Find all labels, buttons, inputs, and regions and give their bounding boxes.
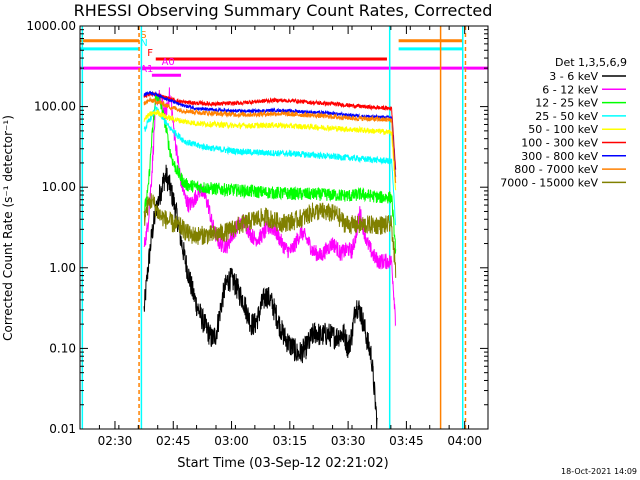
x-tick-label: 03:30 [331, 434, 366, 448]
y-tick-label: 0.01 [49, 422, 76, 436]
x-tick-label: 03:15 [273, 434, 308, 448]
y-axis-ticks: 1000.00 100.00 10.00 1.00 0.10 0.01 [26, 19, 488, 436]
series-line [143, 90, 397, 170]
legend-label: 300 - 800 keV [521, 150, 598, 163]
legend-label: 800 - 7000 keV [514, 163, 598, 176]
x-tick-label: 03:45 [389, 434, 424, 448]
flag-label: N [140, 38, 147, 49]
series-line [143, 96, 397, 184]
legend-label: 50 - 100 keV [528, 123, 598, 136]
flag-label: A0 [162, 57, 175, 68]
y-tick-label: 1.00 [49, 261, 76, 275]
x-tick-label: 04:00 [447, 434, 482, 448]
y-tick-label: 0.10 [49, 341, 76, 355]
chart-title: RHESSI Observing Summary Count Rates, Co… [74, 1, 493, 20]
x-tick-label: 02:45 [156, 434, 191, 448]
x-axis-ticks: 02:30 02:45 03:00 03:15 03:30 03:45 04:00 [79, 26, 489, 448]
flag-label: F [147, 48, 153, 59]
y-tick-label: 1000.00 [26, 19, 76, 33]
series-line [143, 164, 378, 430]
legend-label: 100 - 300 keV [521, 137, 598, 150]
legend-label: 12 - 25 keV [535, 97, 598, 110]
series-line [143, 93, 397, 254]
series-line [143, 87, 397, 327]
plot-frame [79, 25, 489, 430]
x-tick-label: 03:00 [214, 434, 249, 448]
y-tick-label: 100.00 [34, 100, 76, 114]
series-line [143, 193, 397, 278]
legend-title: Det 1,3,5,6,9 [555, 56, 627, 69]
legend-label: 25 - 50 keV [535, 110, 598, 123]
footer-date: 18-Oct-2021 14:09 [561, 467, 637, 476]
y-tick-label: 10.00 [42, 180, 76, 194]
x-tick-label: 02:30 [98, 434, 133, 448]
flag-markers: SNF A0 A1 [80, 30, 488, 77]
flag-label: S [140, 30, 146, 41]
legend-label: 6 - 12 keV [542, 83, 598, 96]
series-line [143, 104, 397, 226]
data-series [143, 87, 397, 430]
legend-label: 3 - 6 keV [549, 70, 598, 83]
series-line [143, 109, 397, 191]
y-axis-label: Corrected Count Rate (s⁻¹ detector⁻¹) [1, 115, 15, 341]
x-axis-label: Start Time (03-Sep-12 02:21:02) [177, 456, 388, 471]
legend-label: 7000 - 15000 keV [500, 176, 598, 189]
flag-label: A1 [140, 64, 153, 75]
